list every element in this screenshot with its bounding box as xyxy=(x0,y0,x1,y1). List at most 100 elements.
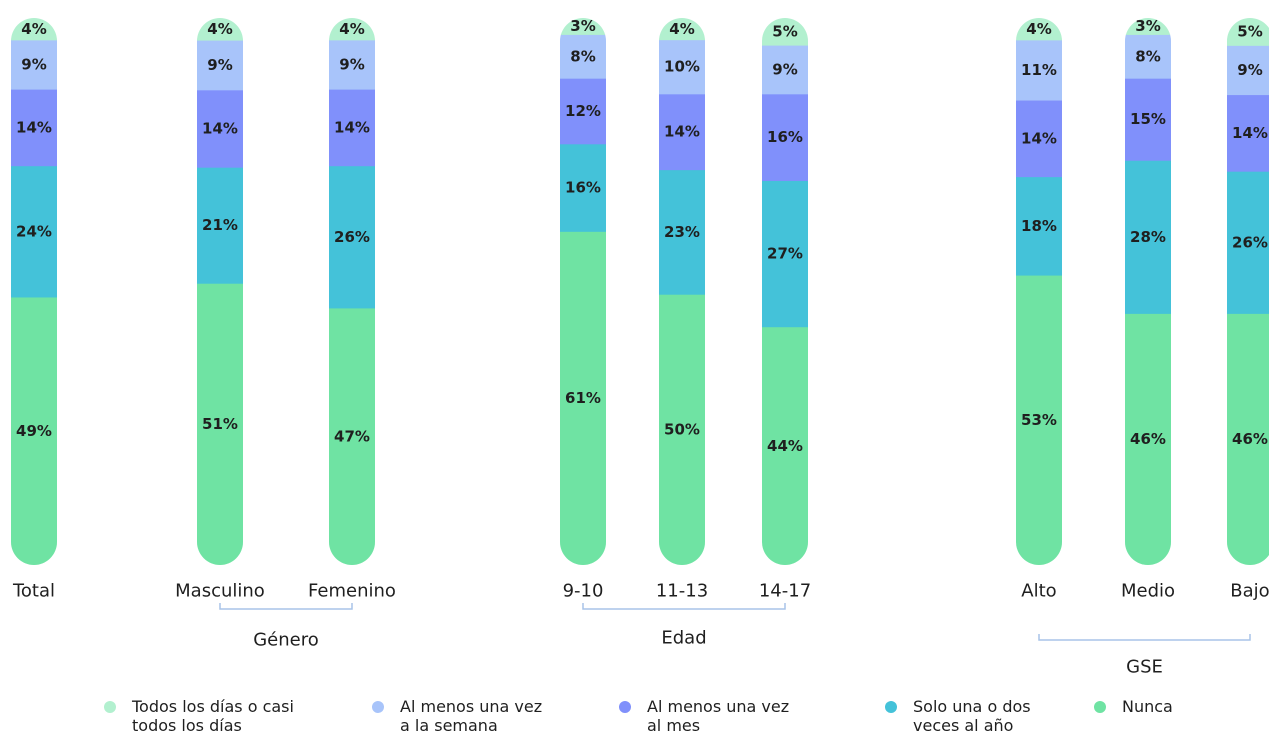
bar-segment-nunca xyxy=(762,326,808,565)
data-label: 9% xyxy=(339,55,364,73)
bar-total xyxy=(11,18,57,565)
legend-label: Todos los días o casi todos los días xyxy=(132,697,294,735)
group-bracket-edad xyxy=(582,603,786,610)
legend-swatch xyxy=(104,701,116,713)
data-label: 9% xyxy=(772,60,797,78)
category-labels: Total Masculino Femenino 9-10 11-13 14-17 Alto… xyxy=(12,581,1269,602)
data-label: 15% xyxy=(1130,110,1166,128)
bar-segment-al-menos-una-vez-al-mes xyxy=(1227,94,1269,172)
bar-segment-al-menos-una-vez-al-mes xyxy=(11,89,57,167)
data-label: 47% xyxy=(334,427,370,445)
category-label-femenino: Femenino xyxy=(308,581,396,602)
category-label-9-10: 9-10 xyxy=(563,581,604,602)
category-label-masculino: Masculino xyxy=(175,581,265,602)
bar-segment-nunca xyxy=(1227,313,1269,565)
group-label-genero: Género xyxy=(253,630,319,651)
data-label: 4% xyxy=(1026,20,1051,38)
bar-9-10 xyxy=(560,18,606,565)
bar-segment-nunca xyxy=(197,283,243,565)
bar-segment-al-menos-una-vez-al-mes xyxy=(762,93,808,181)
data-label: 5% xyxy=(772,23,797,41)
category-label-alto: Alto xyxy=(1021,581,1056,602)
bar-segment-al-menos-una-vez-a-la-semana xyxy=(1016,39,1062,101)
bar-segment-solo-una-o-dos-veces-al-ano xyxy=(11,165,57,298)
data-label: 9% xyxy=(1237,61,1262,79)
bar-segment-todos-los-dias-o-casi-todos-los-dias xyxy=(1125,18,1171,35)
bar-segment-al-menos-una-vez-al-mes xyxy=(560,78,606,145)
group-brackets: Género Edad GSE xyxy=(219,603,1251,678)
legend-item-solo-una-o-dos-veces-al-ano: Solo una o dos veces al año xyxy=(885,697,1031,735)
category-label-medio: Medio xyxy=(1121,581,1175,602)
data-label: 18% xyxy=(1021,217,1057,235)
data-label: 14% xyxy=(664,123,700,141)
bar-segment-nunca xyxy=(11,296,57,565)
bar-segment-solo-una-o-dos-veces-al-ano xyxy=(1125,160,1171,314)
bar-segment-solo-una-o-dos-veces-al-ano xyxy=(197,167,243,284)
data-label: 5% xyxy=(1237,23,1262,41)
bar-segment-al-menos-una-vez-al-mes xyxy=(659,93,705,171)
bar-segment-todos-los-dias-o-casi-todos-los-dias xyxy=(560,18,606,35)
data-label: 10% xyxy=(664,58,700,76)
data-label: 12% xyxy=(565,102,601,120)
data-label: 27% xyxy=(767,245,803,263)
bar-segment-al-menos-una-vez-a-la-semana xyxy=(11,39,57,90)
data-label: 14% xyxy=(202,120,238,138)
bar-medio xyxy=(1125,18,1171,565)
bar-bajo xyxy=(1227,18,1269,565)
data-label: 16% xyxy=(565,179,601,197)
group-bracket-genero xyxy=(219,603,353,610)
data-label: 3% xyxy=(570,17,595,35)
data-label: 9% xyxy=(21,55,46,73)
legend: Todos los días o casi todos los días Al m… xyxy=(0,697,1269,740)
bar-segment-al-menos-una-vez-a-la-semana xyxy=(762,45,808,95)
legend-label: Nunca xyxy=(1122,697,1173,716)
legend-label: Al menos una vez a la semana xyxy=(400,697,543,735)
bar-segment-solo-una-o-dos-veces-al-ano xyxy=(762,180,808,328)
bar-segment-solo-una-o-dos-veces-al-ano xyxy=(1016,176,1062,276)
bar-segment-todos-los-dias-o-casi-todos-los-dias xyxy=(197,18,243,41)
data-label: 9% xyxy=(207,56,232,74)
bar-segment-al-menos-una-vez-a-la-semana xyxy=(329,39,375,90)
category-label-11-13: 11-13 xyxy=(656,581,708,602)
data-label: 23% xyxy=(664,223,700,241)
category-label-total: Total xyxy=(12,581,55,602)
data-label: 4% xyxy=(207,20,232,38)
data-label: 14% xyxy=(1021,129,1057,147)
bar-segment-todos-los-dias-o-casi-todos-los-dias xyxy=(329,18,375,41)
data-label: 44% xyxy=(767,437,803,455)
data-label: 49% xyxy=(16,422,52,440)
legend-label: Solo una o dos veces al año xyxy=(913,697,1031,735)
bar-segment-nunca xyxy=(1016,275,1062,565)
legend-swatch xyxy=(619,701,631,713)
bar-femenino xyxy=(329,18,375,565)
bar-segment-solo-una-o-dos-veces-al-ano xyxy=(1227,171,1269,314)
bar-segment-al-menos-una-vez-al-mes xyxy=(329,89,375,167)
category-label-14-17: 14-17 xyxy=(759,581,811,602)
data-label: 3% xyxy=(1135,17,1160,35)
legend-item-nunca: Nunca xyxy=(1094,697,1173,716)
bar-segment-al-menos-una-vez-a-la-semana xyxy=(560,34,606,79)
data-label: 26% xyxy=(1232,233,1268,251)
data-label: 51% xyxy=(202,415,238,433)
bar-alto xyxy=(1016,18,1062,565)
bar-segment-nunca xyxy=(659,294,705,565)
bar-segment-todos-los-dias-o-casi-todos-los-dias xyxy=(1016,18,1062,41)
data-label: 50% xyxy=(664,421,700,439)
group-label-gse: GSE xyxy=(1126,657,1163,678)
category-label-bajo: Bajo xyxy=(1230,581,1269,602)
bar-masculino xyxy=(197,18,243,565)
legend-item-al-menos-una-vez-a-la-semana: Al menos una vez a la semana xyxy=(372,697,542,735)
legend-swatch xyxy=(1094,701,1106,713)
bar-11-13 xyxy=(659,18,705,565)
data-label: 14% xyxy=(1232,124,1268,142)
data-label: 8% xyxy=(1135,47,1160,65)
group-bracket-gse xyxy=(1038,634,1251,641)
data-label: 14% xyxy=(334,118,370,136)
bar-segment-solo-una-o-dos-veces-al-ano xyxy=(659,169,705,295)
bar-segment-al-menos-una-vez-al-mes xyxy=(1125,78,1171,161)
bar-segment-solo-una-o-dos-veces-al-ano xyxy=(329,165,375,309)
data-label: 46% xyxy=(1232,430,1268,448)
data-label: 53% xyxy=(1021,411,1057,429)
data-label: 8% xyxy=(570,47,595,65)
